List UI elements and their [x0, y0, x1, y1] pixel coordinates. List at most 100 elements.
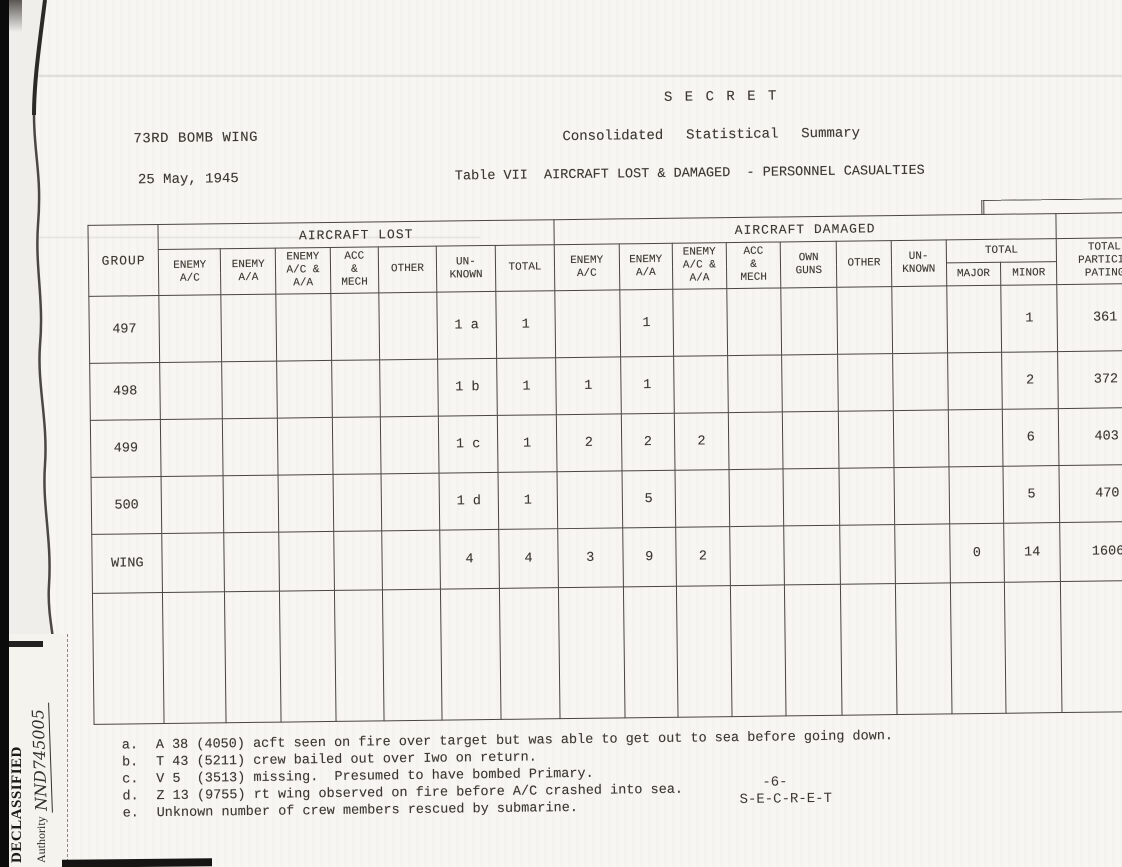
table-cell: 5 [621, 470, 676, 528]
table-cell [554, 289, 621, 358]
table-cell [161, 475, 224, 534]
table-cell [558, 586, 625, 719]
column-header: ENEMY A/A [618, 243, 673, 290]
table-cell: 0 [949, 523, 1005, 583]
table-cell: 1 [620, 356, 675, 414]
table-cell [333, 530, 383, 591]
table-cell [728, 468, 784, 527]
table-cell [781, 354, 839, 412]
table-cell: 498 [89, 362, 161, 421]
table-cell [222, 418, 279, 476]
column-header: ACC & MECH [726, 241, 781, 289]
column-header: ENEMY A/A [220, 248, 277, 295]
table-cell [380, 416, 439, 474]
table-cell [838, 353, 893, 412]
column-header: ACC & MECH [329, 246, 380, 294]
declassified-label: DECLASSIFIED [9, 746, 25, 863]
table-cell [947, 352, 1003, 410]
statistics-table: GROUP AIRCRAFT LOST AIRCRAFT DAMAGED PER… [87, 211, 1122, 725]
table-cell [277, 360, 332, 419]
column-header: OTHER [836, 240, 892, 288]
table-cell: 361 [1057, 283, 1122, 352]
classification-top: S E C R E T [663, 88, 779, 106]
table-title: Table VII AIRCRAFT LOST & DAMAGED - PERS… [454, 163, 925, 185]
table-cell [1004, 581, 1063, 714]
column-header-damage-total: TOTAL [946, 238, 1057, 263]
table-cell [379, 292, 438, 360]
table-cell [783, 468, 841, 526]
table-cell [333, 589, 385, 722]
table-cell [279, 531, 334, 592]
table-cell: 499 [90, 419, 162, 478]
table-cell [727, 354, 783, 413]
table-cell [223, 532, 280, 592]
table-cell: 1 [496, 357, 557, 416]
table-cell [674, 469, 730, 528]
table-cell [948, 466, 1004, 524]
table-cell [440, 588, 502, 721]
table-cell [948, 409, 1003, 467]
table-cell: 9 [622, 527, 677, 587]
table-cell: 4 [439, 529, 500, 590]
table-cell [894, 523, 951, 584]
footnote-letter: b. [121, 755, 139, 771]
table-cell [891, 285, 948, 354]
column-header: MAJOR [946, 262, 1001, 286]
table-cell [276, 293, 332, 362]
table-cell: 1 c [437, 415, 499, 474]
column-header: ENEMY A/C & A/A [672, 242, 727, 290]
table-cell [1060, 580, 1122, 713]
table-cell: 5 [1002, 465, 1061, 524]
table-cell [223, 475, 280, 533]
column-header: ENEMY A/C [158, 248, 221, 296]
table-cell: WING [91, 533, 163, 594]
column-header: TOTAL PARTICI- PATING [1056, 237, 1122, 285]
column-header: MINOR [1000, 261, 1058, 286]
table-cell [162, 532, 225, 593]
table-cell [892, 409, 949, 468]
table-cell: 1 a [436, 291, 497, 360]
table-cell [676, 585, 732, 718]
paper-crease [0, 236, 480, 239]
paper-crease [0, 74, 1122, 78]
footnote-letter: d. [122, 789, 139, 805]
table-cell [946, 285, 1002, 353]
table-row [92, 579, 1122, 725]
table-cell: 1 [619, 289, 674, 357]
authority-label: Authority [34, 816, 48, 863]
table-cell [330, 292, 380, 361]
table-cell [159, 294, 222, 363]
table-cell: 1 [498, 471, 558, 530]
column-header: OWN GUNS [780, 241, 838, 288]
table-cell: 2 [1001, 351, 1059, 410]
table-cell [839, 467, 895, 526]
table-cell [838, 410, 894, 469]
scan-mark [9, 641, 43, 647]
table-row: 497 1 a 1 1 1 361 [88, 282, 1122, 364]
table-cell [784, 584, 843, 716]
table-cell: 4 [498, 528, 559, 589]
table-cell: 3 [557, 527, 624, 588]
table-cell [160, 418, 224, 477]
table-cell: 2 [556, 413, 622, 472]
authority-line: Authority NND745005 [28, 634, 53, 863]
scan-shadow [62, 858, 212, 867]
table-cell [782, 411, 840, 469]
table-cell: 497 [88, 295, 161, 364]
table-cell [220, 294, 278, 362]
table-cell [840, 524, 895, 585]
table-cell [331, 359, 381, 418]
table-cell [730, 584, 787, 717]
table-cell [893, 466, 950, 525]
column-header: ENEMY A/C & A/A [275, 247, 331, 295]
table-cell [623, 586, 678, 718]
declassified-stamp: DECLASSIFIED Authority NND745005 [9, 634, 68, 867]
table-cell: 1 [497, 414, 557, 473]
table-cell: 372 [1057, 350, 1122, 409]
table-cell: 2 [674, 412, 729, 471]
table-cell: 2 [621, 413, 675, 471]
table-cell [381, 473, 440, 531]
footnote-letter: a. [121, 738, 139, 754]
